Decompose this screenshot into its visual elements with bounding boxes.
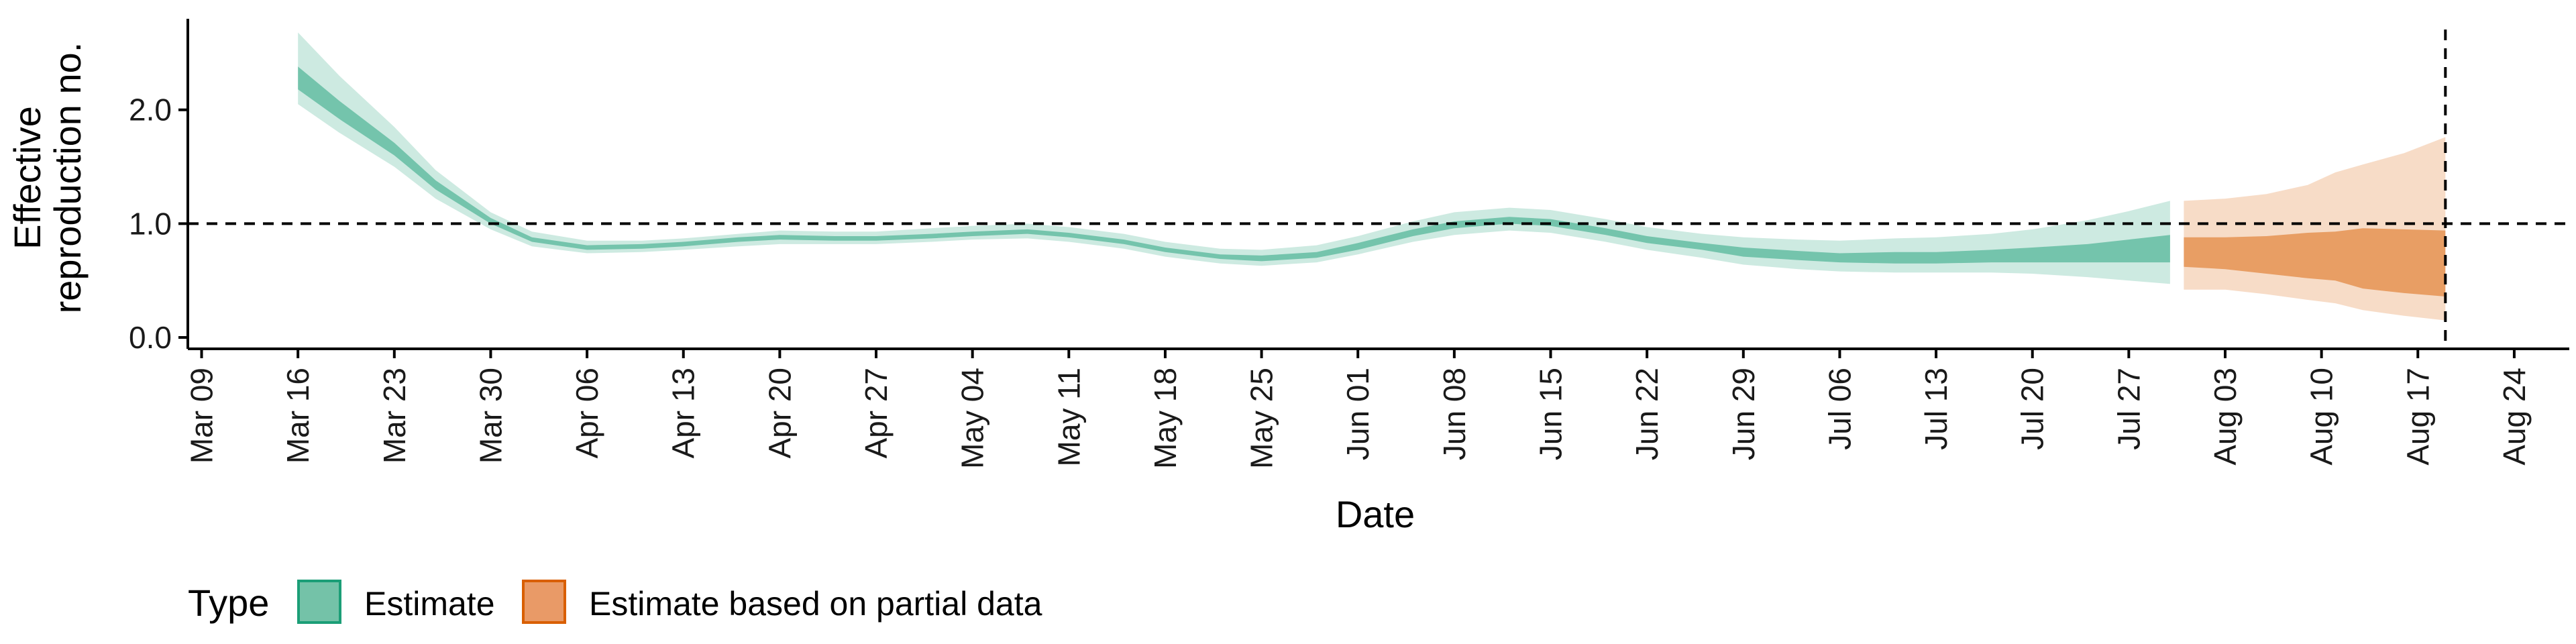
x-tick-label: Aug 17: [2400, 368, 2435, 466]
y-axis-title-line-2: reproduction no.: [46, 42, 89, 314]
estimate-band-50: [298, 66, 2170, 264]
reference-lines: [188, 30, 2569, 349]
y-axis-title: Effective reproduction no.: [6, 42, 89, 314]
y-tick-label: 0.0: [129, 320, 172, 355]
legend: Type Estimate Estimate based on partial …: [188, 580, 1042, 624]
x-tick-label: Jul 13: [1919, 368, 1953, 450]
y-tick-label: 1.0: [129, 206, 172, 241]
x-tick-label: Jul 27: [2111, 368, 2146, 450]
legend-label-estimate: Estimate: [364, 585, 495, 623]
x-tick-label: May 11: [1051, 368, 1086, 466]
y-axis-title-line-1: Effective: [6, 106, 48, 250]
x-tick-label: Apr 20: [762, 368, 797, 459]
x-tick-label: May 04: [955, 368, 990, 469]
legend-title: Type: [188, 582, 269, 624]
legend-key-partial-estimate: [522, 580, 566, 624]
x-tick-label: May 25: [1244, 368, 1279, 469]
y-tick-label: 2.0: [129, 93, 172, 127]
x-tick-label: Aug 24: [2497, 368, 2532, 466]
x-ticks: Mar 09 Mar 16 Mar 23 Mar 30 Apr 06 Apr 13 Apr …: [184, 349, 2532, 469]
x-tick-label: May 18: [1148, 368, 1183, 469]
partial-estimate-band-50: [2184, 228, 2446, 297]
x-tick-label: Jun 08: [1437, 368, 1472, 460]
x-tick-label: Mar 09: [184, 368, 219, 464]
x-tick-label: Apr 27: [859, 368, 894, 459]
y-ticks: 0.0 1.0 2.0: [129, 93, 188, 355]
x-axis-title: Date: [1336, 493, 1415, 535]
bands: [298, 32, 2446, 321]
x-tick-label: Apr 06: [570, 368, 604, 459]
x-tick-label: Jul 06: [1822, 368, 1857, 450]
x-tick-label: Mar 23: [377, 368, 412, 464]
x-tick-label: Jun 01: [1340, 368, 1375, 460]
x-tick-label: Aug 03: [2208, 368, 2243, 466]
axes: [186, 19, 2569, 350]
x-tick-label: Jul 20: [2015, 368, 2050, 450]
x-tick-label: Mar 30: [473, 368, 508, 464]
legend-key-estimate: [297, 580, 341, 624]
legend-label-partial-estimate: Estimate based on partial data: [589, 585, 1042, 623]
x-tick-label: Jun 22: [1629, 368, 1664, 460]
x-tick-label: Aug 10: [2304, 368, 2339, 466]
x-tick-label: Jun 15: [1534, 368, 1568, 460]
x-tick-label: Jun 29: [1726, 368, 1761, 460]
x-tick-label: Apr 13: [666, 368, 701, 459]
x-tick-label: Mar 16: [280, 368, 315, 464]
